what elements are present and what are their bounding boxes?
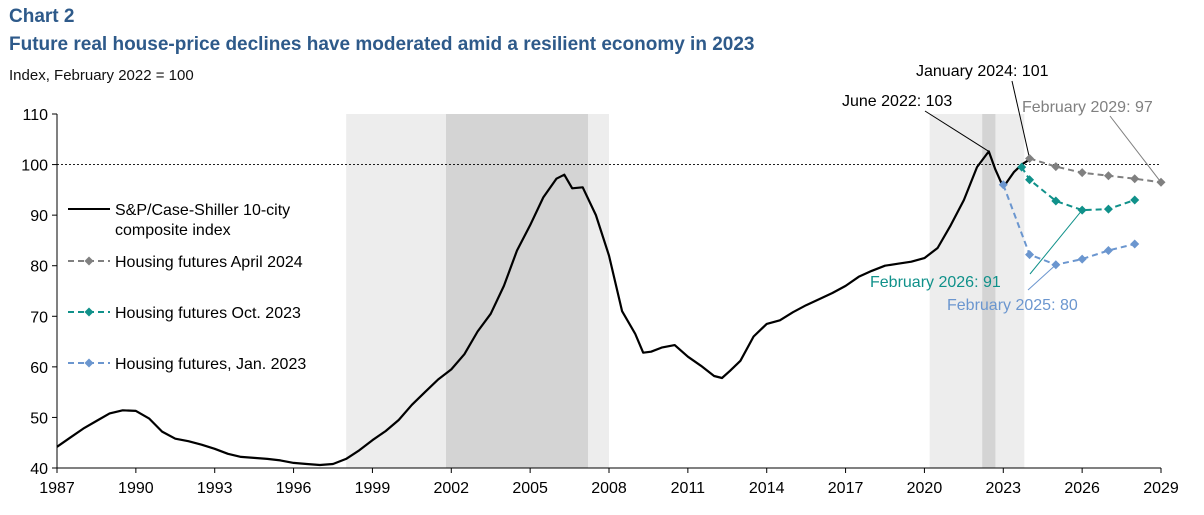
x-tick-label-2005: 2005 <box>512 480 548 497</box>
annotations: June 2022: 103 January 2024: 101 February … <box>842 63 1153 314</box>
x-tick-label-2011: 2011 <box>671 480 706 497</box>
recession-shading <box>346 114 1025 468</box>
y-tick-label-50: 50 <box>30 410 48 427</box>
y-tick-label-100: 100 <box>21 158 48 175</box>
annotation-label-4: February 2025: 80 <box>947 297 1078 314</box>
x-tick-label-2023: 2023 <box>985 480 1021 497</box>
series-2-marker-1 <box>1025 175 1035 185</box>
series-3-marker-4 <box>1103 246 1113 256</box>
y-tick-label-80: 80 <box>30 259 48 276</box>
series-3-marker-1 <box>1025 250 1035 260</box>
x-tick-label-2020: 2020 <box>907 480 943 497</box>
series-1-marker-2 <box>1077 168 1087 178</box>
annotation-leader-4 <box>1027 264 1057 291</box>
series-1-marker-3 <box>1103 171 1113 181</box>
annotation-label-0: June 2022: 103 <box>842 93 952 110</box>
x-tick-label-2017: 2017 <box>828 480 864 497</box>
annotation-leader-1 <box>1011 80 1031 159</box>
x-tick-label-2014: 2014 <box>749 480 785 497</box>
legend-label-3: Housing futures, Jan. 2023 <box>115 356 306 373</box>
chart-title: Future real house-price declines have mo… <box>9 34 755 55</box>
x-tick-label-2002: 2002 <box>433 480 469 497</box>
x-tick-label-1990: 1990 <box>118 480 154 497</box>
x-tick-label-1993: 1993 <box>197 480 233 497</box>
x-tick-label-1996: 1996 <box>276 480 312 497</box>
annotation-leader-0 <box>924 110 990 152</box>
axes: 40 50 60 70 80 90 100 110 1987 1990 1993 1996 1999 20… <box>21 107 1179 497</box>
annotation-label-1: January 2024: 101 <box>916 63 1049 80</box>
recession-band-1 <box>446 114 588 468</box>
legend-marker-1 <box>84 256 94 266</box>
annotation-label-2: February 2029: 97 <box>1022 99 1153 116</box>
series-2-marker-4 <box>1103 204 1113 214</box>
recession-band-2 <box>929 114 1025 468</box>
x-tick-label-1999: 1999 <box>355 480 391 497</box>
y-tick-label-110: 110 <box>22 107 48 124</box>
series-line-3 <box>1002 184 1135 266</box>
x-tick-label-1987: 1987 <box>39 480 75 497</box>
y-tick-label-70: 70 <box>30 309 48 326</box>
chart-label: Chart 2 <box>9 6 75 27</box>
x-tick-label-2029: 2029 <box>1143 480 1179 497</box>
annotation-label-3: February 2026: 91 <box>870 274 1001 291</box>
series-3-marker-5 <box>1130 239 1140 249</box>
legend-label-0-0: S&P/Case-Shiller 10-city <box>115 202 290 219</box>
y-tick-label-90: 90 <box>30 208 48 225</box>
series-2-marker-2 <box>1051 196 1061 206</box>
annotation-leader-2 <box>1109 115 1162 183</box>
recession-band-3 <box>982 114 996 468</box>
legend-label-2: Housing futures Oct. 2023 <box>115 305 301 322</box>
y-axis-unit-label: Index, February 2022 = 100 <box>9 67 194 84</box>
series-1-marker-4 <box>1130 174 1140 184</box>
legend-label-0-1: composite index <box>115 222 231 239</box>
series-markers <box>998 154 1166 270</box>
series-line-0 <box>56 150 1031 467</box>
series-1-marker-5 <box>1156 177 1166 187</box>
series-line-1 <box>1029 157 1162 184</box>
x-tick-label-2026: 2026 <box>1064 480 1100 497</box>
series-2-marker-0 <box>1017 162 1027 172</box>
series-2-marker-5 <box>1130 195 1140 205</box>
series-1-marker-1 <box>1051 162 1061 172</box>
legend-marker-2 <box>84 307 94 317</box>
series-2-marker-3 <box>1077 205 1087 215</box>
series-3-marker-3 <box>1077 254 1087 264</box>
annotation-leader-3 <box>1029 209 1083 275</box>
annotation-leader-lines <box>924 80 1162 291</box>
y-tick-label-60: 60 <box>30 360 48 377</box>
series-3-marker-2 <box>1051 260 1061 270</box>
series-3-marker-0 <box>998 180 1008 190</box>
series-1-marker-0 <box>1025 154 1035 164</box>
legend: S&P/Case-Shiller 10-city composite index H… <box>68 202 306 373</box>
x-tick-label-2008: 2008 <box>591 480 627 497</box>
series-line-2 <box>1020 166 1136 212</box>
y-tick-label-40: 40 <box>30 461 48 478</box>
legend-marker-3 <box>84 358 94 368</box>
legend-label-1: Housing futures April 2024 <box>115 254 303 271</box>
